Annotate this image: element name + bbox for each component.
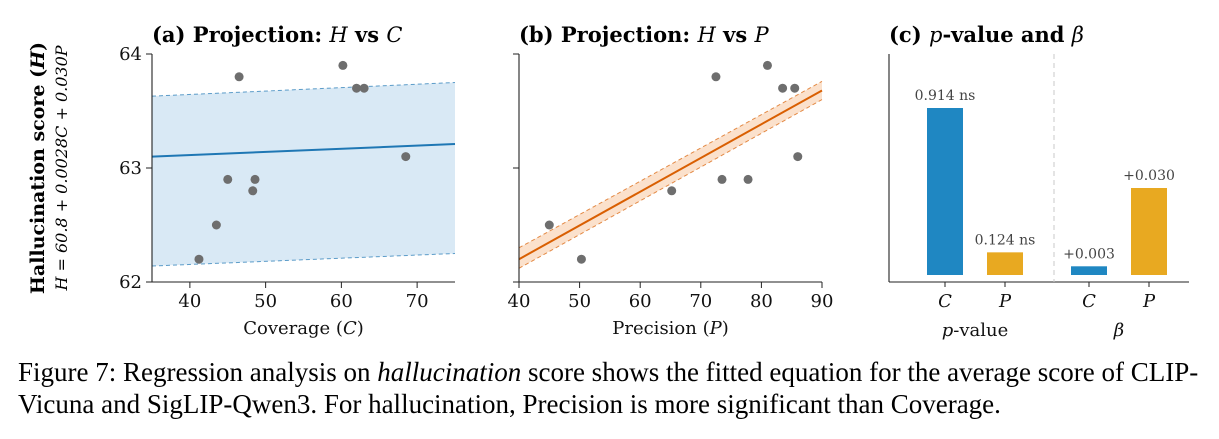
group-label: p-value	[942, 320, 1009, 341]
label-variable: H	[328, 23, 348, 47]
fit-line	[151, 143, 456, 158]
data-point	[790, 83, 800, 93]
label-text: (a) Projection:	[152, 22, 329, 47]
x-axis-label: Precision (P)	[612, 318, 729, 339]
y-tick-label: 64	[119, 44, 142, 65]
label-variable: p	[929, 23, 942, 47]
label-variable: P	[709, 318, 723, 339]
label-text: )	[27, 42, 49, 51]
label-variable: β	[1071, 23, 1084, 47]
x-tick-label: 70	[689, 291, 712, 312]
data-point	[778, 83, 788, 93]
bar	[927, 108, 963, 275]
bar-value-label: +0.030	[1123, 168, 1175, 184]
panel-a: (a) Projection: H vs C 40 50 60 70 62 63 64 Cove…	[119, 22, 456, 339]
x-tick-label: C	[938, 291, 952, 312]
bar-value-label: +0.003	[1063, 246, 1115, 262]
label-text: Hallucination score (	[27, 69, 49, 294]
data-point	[401, 152, 411, 162]
data-point	[234, 72, 244, 82]
data-point	[762, 60, 772, 70]
panel-title: (b) Projection: H vs P	[519, 22, 769, 47]
confidence-band	[152, 82, 455, 267]
x-tick-label: 40	[178, 291, 201, 312]
label-variable: p	[942, 320, 954, 341]
bar	[1071, 266, 1107, 275]
caption-text: score shows the fitted equation for the …	[18, 357, 1199, 419]
data-point	[793, 152, 803, 162]
x-tick-label: 90	[811, 291, 834, 312]
data-point	[223, 174, 233, 184]
label-text: (c)	[889, 22, 929, 47]
x-tick-label: 40	[508, 291, 531, 312]
data-point	[250, 174, 260, 184]
band-lower-edge	[518, 99, 823, 269]
label-text: )	[357, 318, 364, 339]
bar-value-label: 0.914 ns	[915, 88, 976, 104]
data-point	[338, 60, 348, 70]
y-axis-label: Hallucination score (H)	[27, 42, 49, 294]
label-variable: C	[343, 318, 357, 339]
x-tick-label: 50	[254, 291, 277, 312]
data-point	[711, 72, 721, 82]
data-point	[352, 83, 362, 93]
x-tick-label: P	[998, 291, 1012, 312]
data-point	[576, 254, 586, 264]
fit-equation: H = 60.8 + 0.0028C + 0.030P	[52, 45, 71, 291]
panel-b: (b) Projection: H vs P 40 50 60 70 80 90 Precis…	[508, 22, 834, 339]
label-text: )	[722, 318, 729, 339]
data-point	[544, 220, 554, 230]
data-point	[194, 254, 204, 264]
x-tick-label: 80	[750, 291, 773, 312]
label-text: Precision (	[612, 318, 709, 339]
group-label: β	[1113, 320, 1124, 341]
label-text: vs	[716, 22, 755, 47]
y-tick-label: 63	[119, 158, 142, 179]
band-upper-edge	[151, 82, 456, 97]
x-axis-label: Coverage (C)	[243, 318, 364, 339]
x-tick-label: 50	[568, 291, 591, 312]
label-variable: H	[27, 50, 49, 70]
figure: Hallucination score (H) H = 60.8 + 0.002…	[27, 22, 1189, 341]
label-text: (b) Projection:	[519, 22, 698, 47]
figure-caption: Figure 7: Regression analysis on halluci…	[18, 356, 1208, 420]
label-text: Coverage (	[243, 318, 343, 339]
x-tick-label: 70	[406, 291, 429, 312]
bar-value-label: 0.124 ns	[975, 232, 1036, 248]
data-point	[248, 186, 258, 196]
label-text: vs	[348, 22, 387, 47]
x-tick-label: P	[1142, 291, 1156, 312]
data-point	[211, 220, 221, 230]
bar	[1131, 188, 1167, 275]
label-text: -value and	[942, 22, 1071, 47]
panel-title: (c) p-value and β	[889, 22, 1084, 47]
label-variable: P	[753, 23, 769, 47]
data-point	[359, 83, 369, 93]
label-text: -value	[953, 320, 1008, 341]
fit-line	[518, 89, 823, 261]
label-variable: C	[386, 23, 402, 47]
band-lower-edge	[151, 253, 456, 267]
panel-title: (a) Projection: H vs C	[152, 22, 402, 47]
caption-label: Figure 7: Regression analysis on	[18, 357, 378, 387]
y-tick-label: 62	[119, 272, 142, 293]
x-tick-label: 60	[330, 291, 353, 312]
data-point	[717, 174, 727, 184]
x-tick-label: C	[1082, 291, 1096, 312]
bar	[987, 252, 1023, 275]
data-point	[667, 186, 677, 196]
data-point	[743, 174, 753, 184]
band-upper-edge	[518, 80, 823, 249]
x-tick-label: 60	[629, 291, 652, 312]
caption-emphasis: hallucination	[377, 357, 522, 387]
label-variable: H	[697, 23, 717, 47]
